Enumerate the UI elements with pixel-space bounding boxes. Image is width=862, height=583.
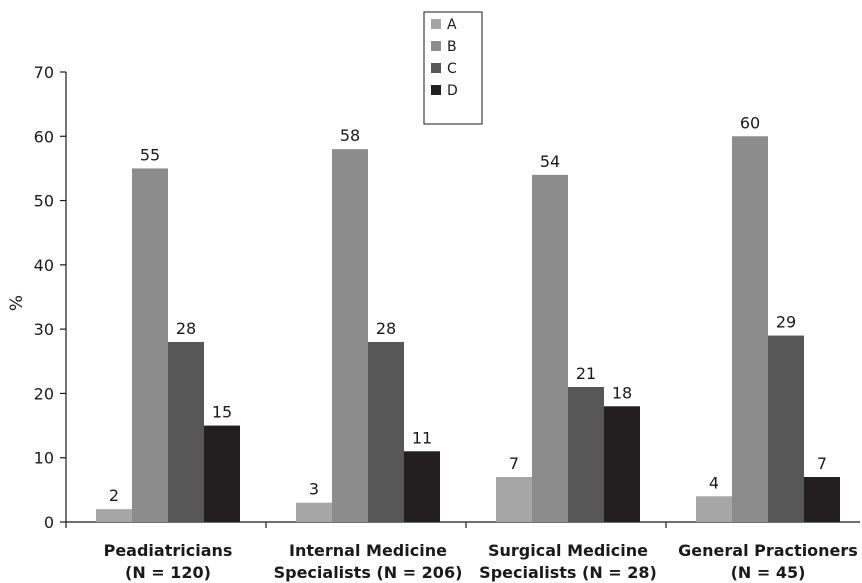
data-labels: 2 55 28 15 3 58 28 11 7 54 21 18 4 60 29 7 [109, 113, 827, 505]
bar-d [604, 406, 640, 522]
legend-swatch-d [431, 85, 441, 95]
y-tick-label: 60 [34, 127, 54, 146]
legend-label-d: D [447, 83, 458, 99]
bar-a [696, 496, 732, 522]
category-label: Surgical Medicine [488, 541, 648, 560]
y-axis-label: % [7, 295, 27, 311]
y-tick-label: 70 [34, 63, 54, 82]
bar-c [768, 335, 804, 522]
bar-value-label: 21 [576, 364, 596, 383]
bar-b [132, 168, 168, 522]
category-label: (N = 45) [731, 563, 806, 582]
bar-a [496, 477, 532, 522]
bar-value-label: 2 [109, 486, 119, 505]
y-tick-label: 30 [34, 320, 54, 339]
bar-value-label: 54 [540, 152, 560, 171]
legend-label-b: B [447, 39, 457, 55]
legend-swatch-a [431, 19, 441, 29]
bar-d [204, 425, 240, 522]
bar-value-label: 58 [340, 126, 360, 145]
bar-value-label: 28 [376, 319, 396, 338]
y-tick-label: 20 [34, 384, 54, 403]
bar-a [296, 502, 332, 522]
bar-d [404, 451, 440, 522]
y-tick-label: 40 [34, 256, 54, 275]
bar-value-label: 4 [709, 473, 719, 492]
bar-b [532, 174, 568, 522]
y-tick-label: 50 [34, 192, 54, 211]
bar-c [168, 342, 204, 522]
bar-c [368, 342, 404, 522]
bar-value-label: 11 [412, 428, 432, 447]
category-label: Specialists (N = 28) [479, 563, 657, 582]
bar-value-label: 55 [140, 145, 160, 164]
bar-b [332, 149, 368, 522]
y-tick-label: 0 [44, 513, 54, 532]
bars [96, 136, 840, 523]
y-axis-ticks: 0 10 20 30 40 50 60 70 [34, 63, 66, 532]
bar-value-label: 7 [509, 454, 519, 473]
bar-value-label: 7 [817, 454, 827, 473]
category-label: Peadiatricians [104, 541, 233, 560]
category-label: General Practioners [678, 541, 858, 560]
bar-value-label: 60 [740, 113, 760, 132]
legend-swatch-b [431, 41, 441, 51]
bar-value-label: 3 [309, 480, 319, 499]
legend-label-a: A [447, 17, 457, 33]
bar-d [804, 477, 840, 522]
category-label: (N = 120) [125, 563, 211, 582]
bar-a [96, 509, 132, 522]
legend-label-c: C [447, 61, 457, 77]
bar-value-label: 15 [212, 403, 232, 422]
bar-value-label: 29 [776, 313, 796, 332]
category-label: Internal Medicine [289, 541, 447, 560]
x-axis-category-labels: Peadiatricians (N = 120) Internal Medicine… [104, 541, 858, 582]
bar-c [568, 387, 604, 522]
legend-swatch-c [431, 63, 441, 73]
y-tick-label: 10 [34, 449, 54, 468]
bar-value-label: 28 [176, 319, 196, 338]
bar-b [732, 136, 768, 523]
bar-value-label: 18 [612, 383, 632, 402]
category-label: Specialists (N = 206) [274, 563, 463, 582]
